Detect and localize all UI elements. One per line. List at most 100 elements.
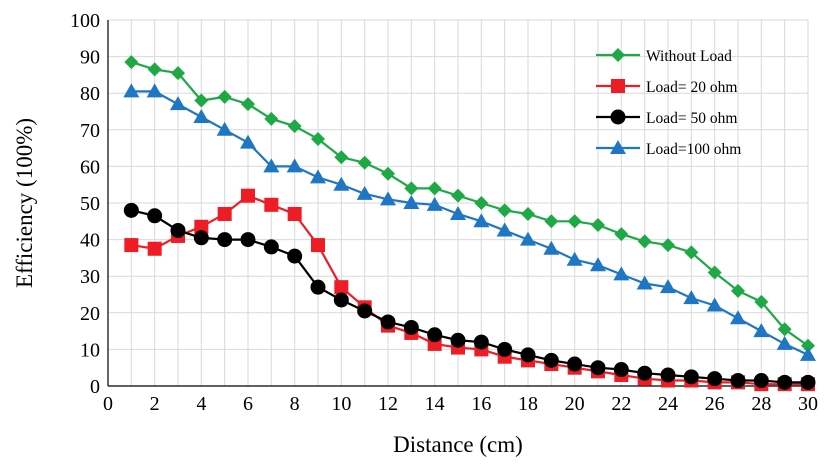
data-point xyxy=(613,362,629,378)
data-point xyxy=(287,119,302,134)
data-point xyxy=(544,214,559,229)
data-point xyxy=(193,108,210,123)
data-point xyxy=(194,93,209,108)
data-point xyxy=(683,369,699,385)
data-point xyxy=(333,176,350,191)
x-tick-label: 18 xyxy=(518,393,538,415)
data-point xyxy=(706,297,723,312)
data-point xyxy=(310,279,326,295)
data-point xyxy=(496,222,513,237)
data-point xyxy=(123,202,139,218)
x-tick-label: 10 xyxy=(331,393,351,415)
data-point xyxy=(334,280,349,295)
x-tick-label: 28 xyxy=(751,393,771,415)
data-point xyxy=(753,373,769,389)
data-point xyxy=(263,158,280,173)
x-tick-label: 16 xyxy=(471,393,491,415)
data-point xyxy=(380,314,396,330)
data-point xyxy=(521,206,535,221)
data-point xyxy=(333,292,349,308)
y-tick-label: 90 xyxy=(80,47,100,69)
legend-item: Load=100 ohm xyxy=(596,140,741,158)
legend-marker xyxy=(611,48,625,62)
y-tick-label: 50 xyxy=(80,193,100,215)
data-point xyxy=(403,319,419,335)
data-point xyxy=(287,248,303,264)
data-point xyxy=(240,134,256,149)
data-point xyxy=(404,181,419,196)
data-point xyxy=(124,238,139,253)
data-point xyxy=(543,240,560,255)
series-4 xyxy=(123,83,816,361)
data-point xyxy=(357,303,373,319)
x-tick-label: 20 xyxy=(565,393,585,415)
data-point xyxy=(146,83,163,98)
legend-marker xyxy=(610,109,626,125)
legend-item: Load= 50 ohm xyxy=(596,109,737,127)
x-axis-title: Distance (cm) xyxy=(393,432,523,457)
x-tick-label: 0 xyxy=(103,393,113,415)
data-point xyxy=(474,196,489,210)
data-point xyxy=(311,131,325,146)
series-line xyxy=(131,90,809,356)
data-point xyxy=(241,97,255,112)
data-point xyxy=(473,213,490,228)
legend-label: Without Load xyxy=(646,48,732,65)
data-point xyxy=(381,166,395,181)
data-point xyxy=(217,232,233,248)
data-point xyxy=(497,203,512,218)
legend-label: Load= 20 ohm xyxy=(646,79,737,96)
series-line xyxy=(131,209,808,384)
x-tick-labels: 0 2 4 6 8 10 12 14 16 18 20 22 24 26 28 30 xyxy=(103,393,818,415)
y-tick-label: 60 xyxy=(80,156,100,178)
data-point xyxy=(403,195,420,209)
x-tick-label: 12 xyxy=(378,393,398,415)
data-point xyxy=(217,89,232,104)
data-point xyxy=(427,327,443,343)
x-tick-label: 4 xyxy=(196,393,206,415)
x-tick-label: 14 xyxy=(425,393,445,415)
data-point xyxy=(123,83,140,98)
data-point xyxy=(380,191,396,206)
data-point xyxy=(170,222,186,238)
data-point xyxy=(286,158,303,173)
data-point xyxy=(753,323,770,338)
data-point xyxy=(590,257,606,272)
data-point xyxy=(801,338,815,353)
data-point xyxy=(311,238,325,253)
data-point xyxy=(614,227,629,242)
series-1 xyxy=(124,55,815,353)
data-point xyxy=(264,111,279,126)
legend-item: Load= 20 ohm xyxy=(596,79,737,96)
data-point xyxy=(566,251,583,266)
data-point xyxy=(520,347,536,363)
data-point xyxy=(707,371,723,387)
legend-label: Load=100 ohm xyxy=(646,141,741,158)
data-point xyxy=(777,374,793,390)
data-point xyxy=(426,196,443,211)
data-point xyxy=(287,206,302,221)
data-point xyxy=(613,266,630,281)
data-point xyxy=(427,181,442,196)
data-point xyxy=(193,230,209,246)
data-point xyxy=(450,205,466,220)
data-point xyxy=(356,185,373,200)
data-point xyxy=(147,62,162,77)
data-point xyxy=(543,352,559,368)
y-tick-label: 40 xyxy=(80,230,100,252)
y-tick-label: 100 xyxy=(70,10,100,32)
data-point xyxy=(240,232,256,248)
x-tick-label: 22 xyxy=(611,393,631,415)
data-point xyxy=(637,234,652,249)
x-tick-label: 8 xyxy=(290,393,300,415)
data-point xyxy=(567,356,583,372)
data-point xyxy=(661,238,675,253)
y-tick-label: 80 xyxy=(80,83,100,105)
y-tick-label: 20 xyxy=(80,303,100,325)
data-point xyxy=(451,188,465,203)
data-point xyxy=(497,341,513,357)
data-point xyxy=(636,275,653,290)
series-3 xyxy=(123,202,816,390)
data-point xyxy=(684,245,699,260)
